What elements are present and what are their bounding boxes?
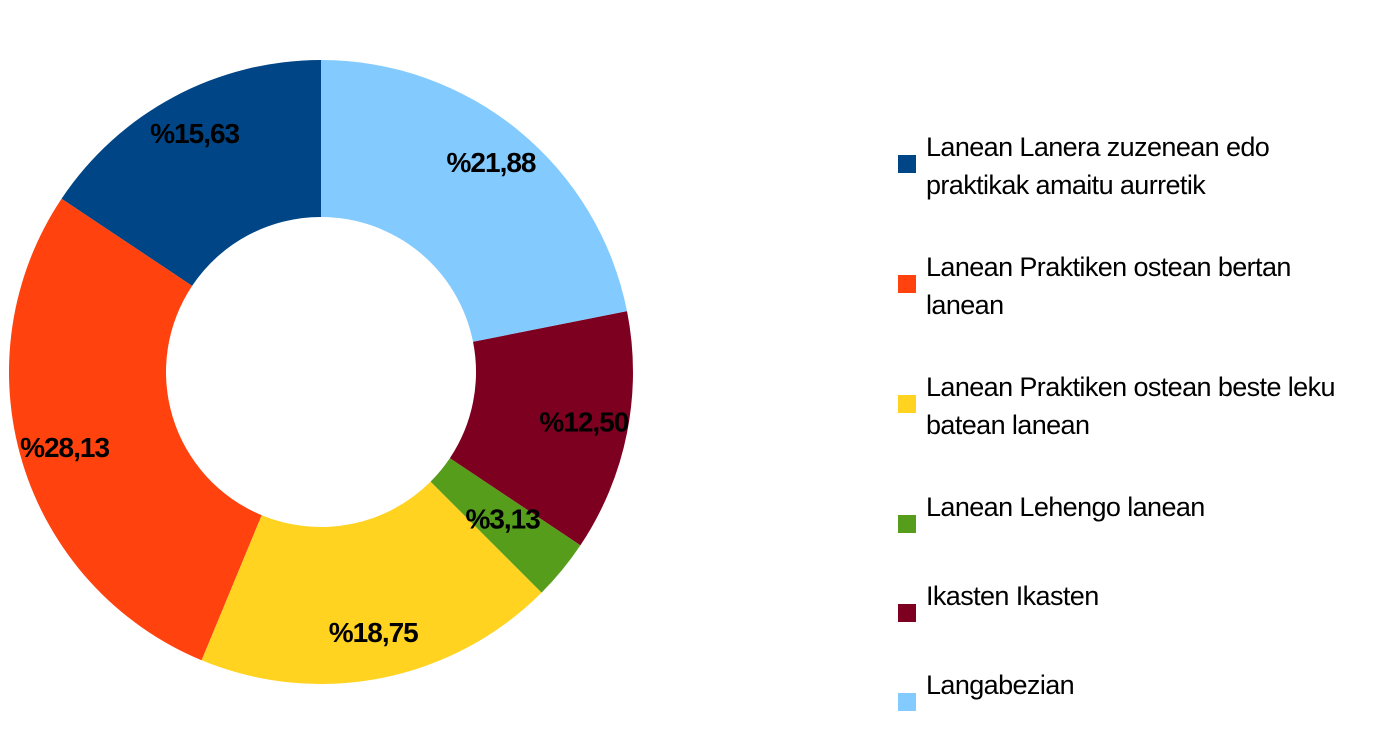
legend-entry: Lanean Lanera zuzenean edo praktikak ama… [898, 128, 1371, 204]
legend-label: Lanean Lehengo lanean [926, 492, 1205, 522]
donut-slice [321, 60, 628, 342]
legend: Lanean Lanera zuzenean edo praktikak ama… [898, 128, 1371, 711]
legend-label: Ikasten Ikasten [926, 581, 1099, 611]
chart: %15,63 %28,13 %18,75 %3,13 %12,50 %21,88 [8, 60, 633, 684]
legend-swatch [898, 275, 916, 293]
slice-label: %18,75 [329, 617, 418, 648]
legend-swatch [898, 155, 916, 173]
slice-label: %12,50 [539, 407, 628, 438]
donut-slice [61, 60, 321, 286]
legend-label: Lanean Lanera zuzenean edo praktikak ama… [926, 132, 1270, 200]
donut-slice [8, 198, 262, 661]
legend-label: Langabezian [926, 670, 1075, 700]
legend-entry: Lanean Lehengo lanean [898, 488, 1371, 533]
legend-entry: Ikasten Ikasten [898, 577, 1371, 622]
legend-entry: Lanean Praktiken ostean bertan lanean [898, 248, 1371, 324]
legend-entry: Lanean Praktiken ostean beste leku batea… [898, 368, 1371, 444]
legend-entry: Langabezian [898, 666, 1371, 711]
donut-slice [201, 481, 542, 684]
legend-swatch [898, 693, 916, 711]
legend-label: Lanean Praktiken ostean bertan lanean [926, 252, 1291, 320]
legend-swatch [898, 515, 916, 533]
legend-swatch [898, 395, 916, 413]
slice-label: %15,63 [150, 118, 239, 149]
legend-label: Lanean Praktiken ostean beste leku batea… [926, 372, 1336, 440]
legend-swatch [898, 604, 916, 622]
slice-label: %3,13 [465, 503, 540, 534]
donut-slice [430, 458, 581, 593]
slice-label: %28,13 [20, 432, 109, 463]
donut-slice [449, 311, 633, 546]
slice-label: %21,88 [447, 147, 536, 178]
